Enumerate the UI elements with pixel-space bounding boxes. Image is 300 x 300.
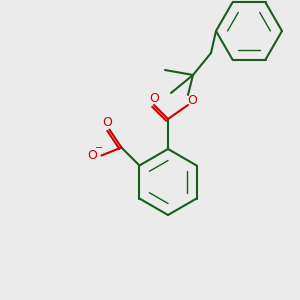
Text: O: O xyxy=(187,94,197,106)
Text: O: O xyxy=(149,92,159,106)
Text: O: O xyxy=(103,116,112,129)
Text: −: − xyxy=(95,142,104,152)
Text: O: O xyxy=(88,149,98,162)
